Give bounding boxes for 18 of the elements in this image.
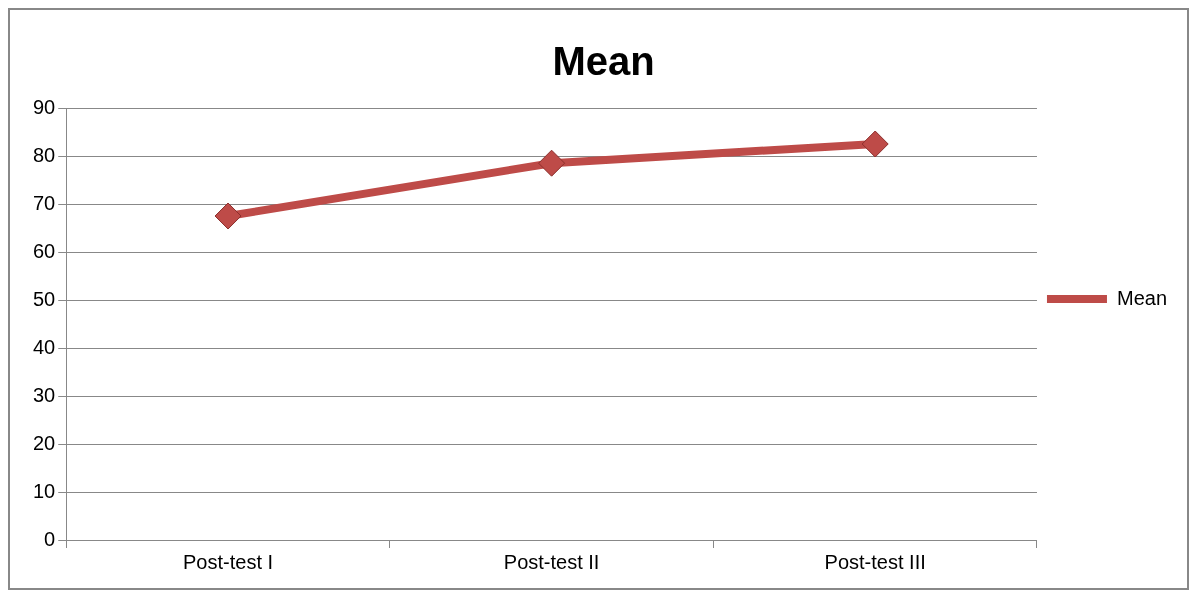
chart-title: Mean xyxy=(552,39,655,84)
legend-label: Mean xyxy=(1116,286,1167,309)
x-tick-label: Post-test II xyxy=(503,550,600,573)
point xyxy=(214,202,242,230)
y-tick-label: 70 xyxy=(33,191,56,214)
x-tick-label: Post-test III xyxy=(824,550,926,573)
x-tick-label: Post-test I xyxy=(183,550,274,573)
y-tick-label: 30 xyxy=(33,383,56,406)
y-tick-label: 20 xyxy=(33,431,56,454)
point xyxy=(861,130,889,158)
point xyxy=(538,149,566,177)
y-tick-label: 90 xyxy=(33,95,56,118)
y-tick-label: 50 xyxy=(33,287,56,310)
y-tick-label: 0 xyxy=(44,527,56,550)
y-tick-label: 10 xyxy=(33,479,56,502)
y-tick-label: 40 xyxy=(33,335,56,358)
y-tick-label: 60 xyxy=(33,239,56,262)
y-tick-label: 80 xyxy=(33,143,56,166)
